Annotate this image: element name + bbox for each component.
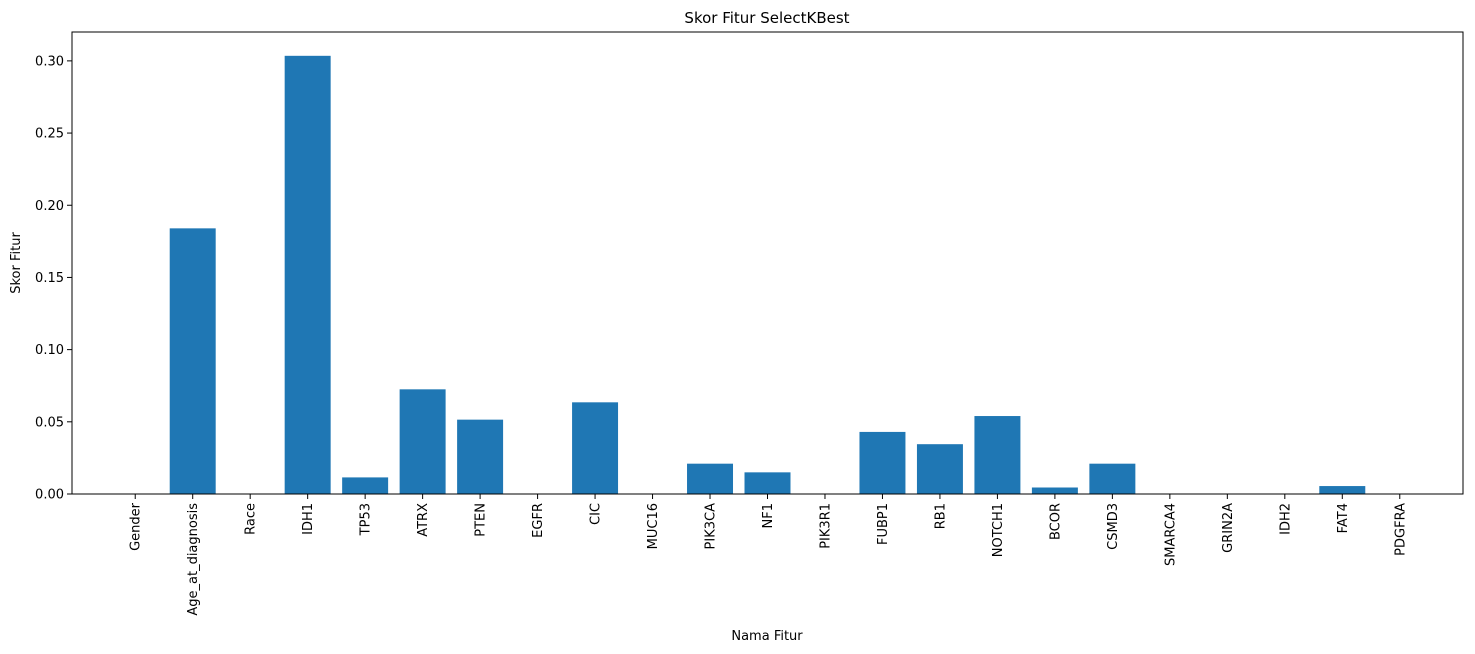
x-tick-label: SMARCA4: [1163, 503, 1178, 566]
bar-age_at_diagnosis: [169, 228, 216, 494]
x-tick-label: MUC16: [646, 503, 661, 549]
x-tick-label: RB1: [933, 503, 948, 529]
y-tick-label: 0.05: [35, 415, 64, 430]
bar-idh1: [284, 55, 331, 494]
bar-bcor: [1031, 487, 1078, 494]
x-tick-label: EGFR: [531, 503, 546, 538]
y-tick-label: 0.20: [35, 199, 64, 214]
x-tick-label: ATRX: [416, 503, 431, 537]
x-axis-title: Nama Fitur: [731, 629, 803, 644]
x-tick-label: BCOR: [1048, 503, 1063, 540]
x-tick-label: NF1: [761, 503, 776, 528]
y-axis-title: Skor Fitur: [9, 232, 24, 294]
x-tick-label: PIK3R1: [818, 503, 833, 549]
x-tick-label: IDH2: [1278, 503, 1293, 535]
x-tick-label: TP53: [359, 503, 374, 536]
chart-title: Skor Fitur SelectKBest: [684, 9, 849, 27]
y-tick-label: 0.00: [35, 488, 64, 503]
x-tick-label: CIC: [589, 503, 604, 525]
x-tick-label: FAT4: [1336, 503, 1351, 533]
x-tick-label: Race: [244, 503, 259, 535]
y-tick-label: 0.10: [35, 343, 64, 358]
bar-atrx: [399, 389, 446, 494]
bar-csmd3: [1089, 463, 1136, 494]
y-tick-label: 0.15: [35, 271, 64, 286]
bar-rb1: [916, 444, 963, 494]
bar-cic: [572, 402, 619, 494]
x-tick-label: PDGFRA: [1393, 503, 1408, 556]
bar-fat4: [1319, 486, 1366, 494]
bar-pik3ca: [687, 463, 734, 494]
bar-notch1: [974, 416, 1021, 494]
bar-fubp1: [859, 431, 906, 494]
x-tick-label: PTEN: [474, 503, 489, 537]
plot-frame: [71, 31, 1464, 495]
x-tick-label: IDH1: [301, 503, 316, 535]
y-tick-label: 0.30: [35, 54, 64, 69]
bar-tp53: [342, 477, 389, 494]
x-tick-label: CSMD3: [1106, 503, 1121, 550]
x-tick-label: PIK3CA: [704, 503, 719, 550]
x-tick-label: Gender: [129, 502, 144, 551]
bar-nf1: [744, 472, 791, 494]
bar-pten: [457, 419, 504, 494]
y-tick-label: 0.25: [35, 127, 64, 142]
x-tick-label: NOTCH1: [991, 503, 1006, 557]
x-tick-label: GRIN2A: [1221, 503, 1236, 553]
x-tick-label: FUBP1: [876, 503, 891, 545]
x-tick-label: Age_at_diagnosis: [186, 503, 201, 616]
